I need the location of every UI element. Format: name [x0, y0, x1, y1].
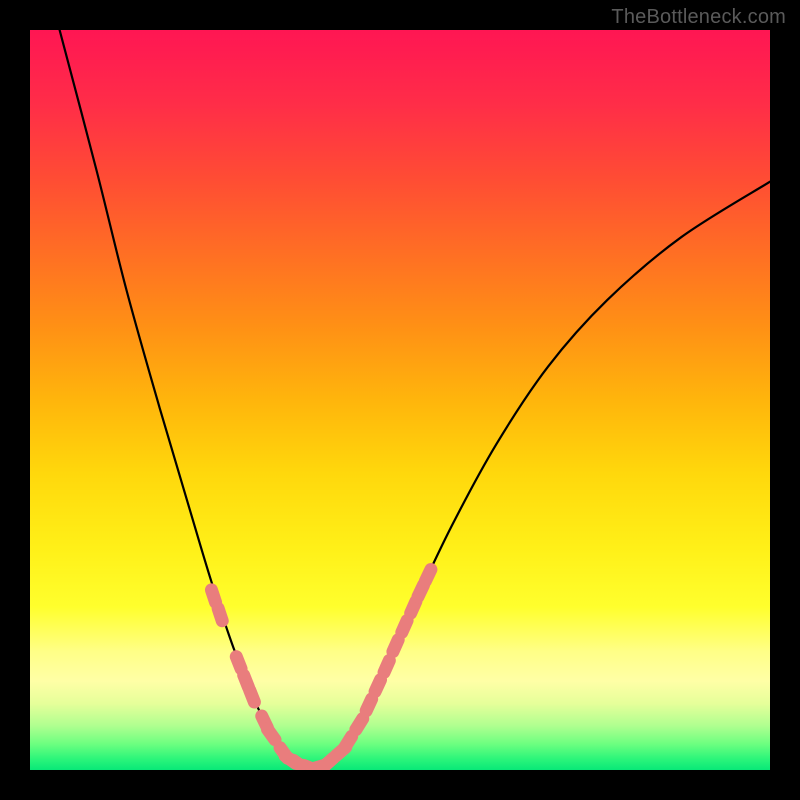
chart-svg — [30, 30, 770, 770]
curves-layer — [60, 30, 770, 769]
markers-layer — [203, 561, 439, 770]
marker-capsule — [210, 600, 231, 629]
plot-frame — [30, 30, 770, 770]
watermark-text: TheBottleneck.com — [611, 6, 786, 29]
curve-left — [60, 30, 312, 769]
chart-viewport: TheBottleneck.com — [0, 0, 800, 800]
